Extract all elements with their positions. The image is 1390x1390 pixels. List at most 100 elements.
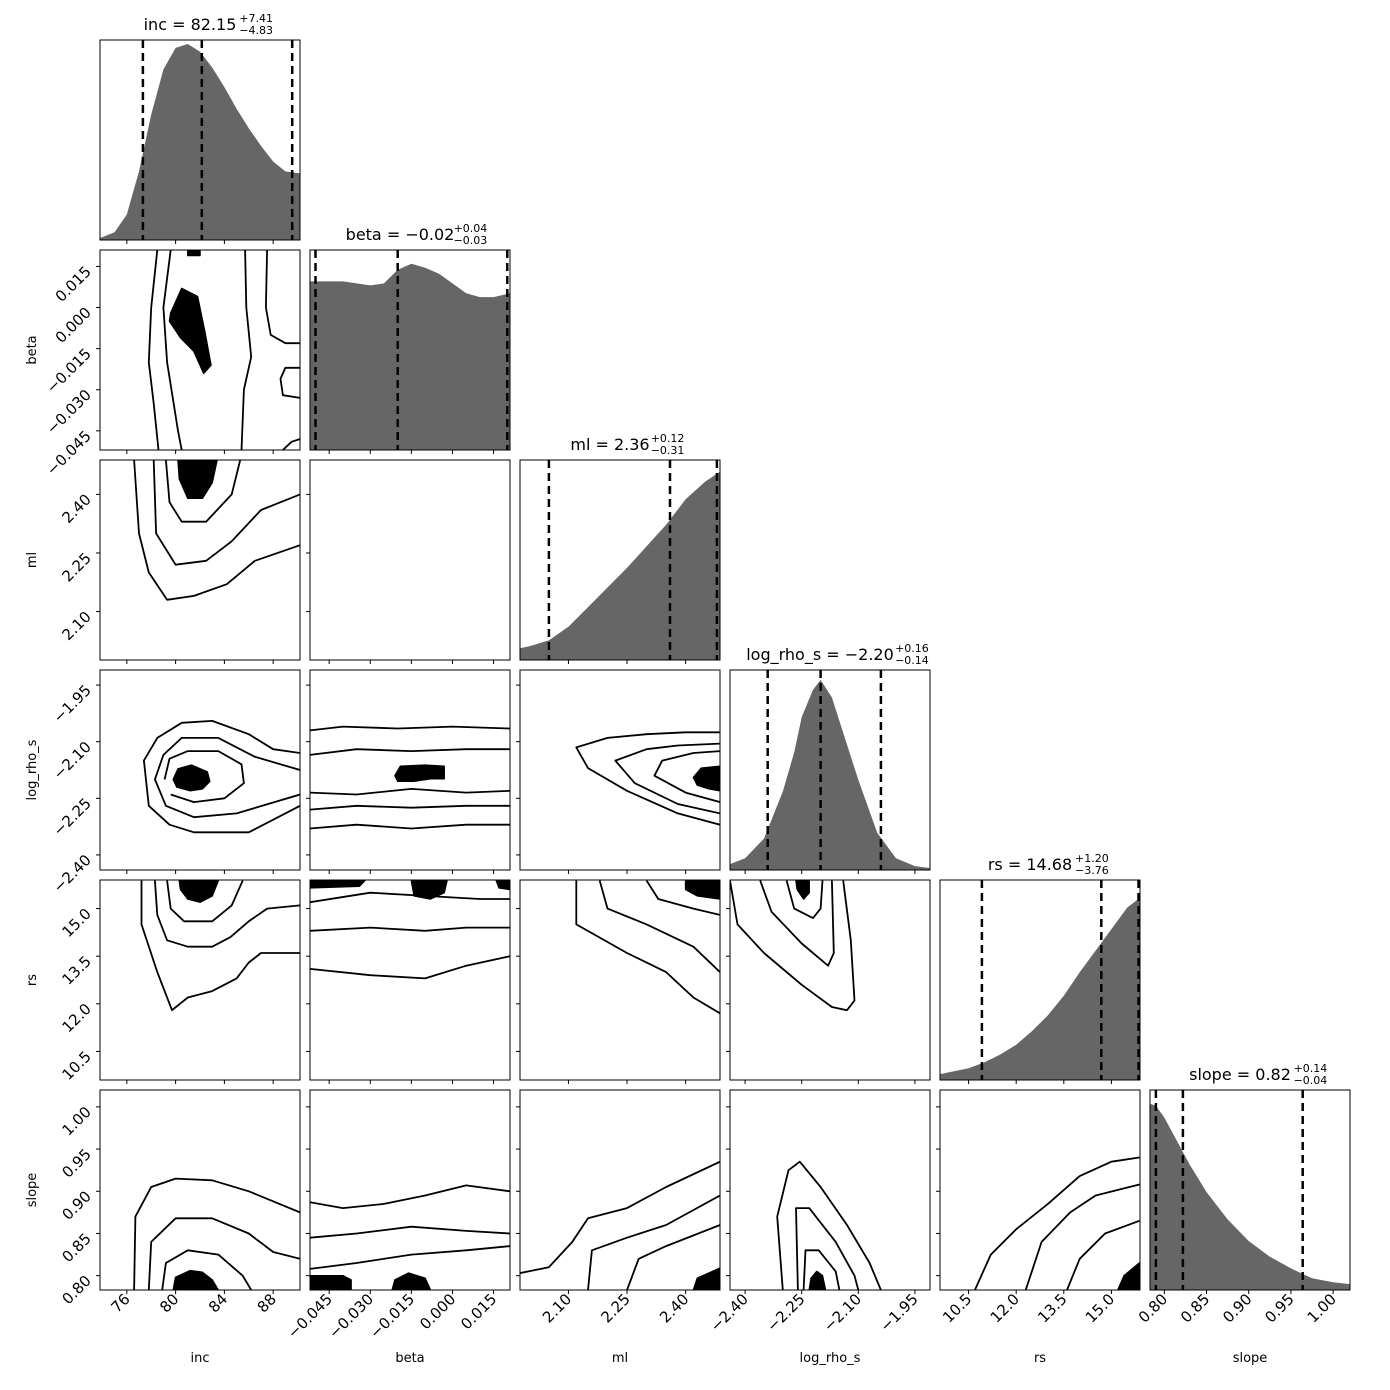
x-axis-label-rs: rs (1034, 1351, 1046, 1366)
hist-panel-beta: beta = −0.02 +0.04−0.03 (309, 222, 511, 451)
panel-frame (309, 669, 511, 871)
contour-panel-slope-vs-log_rho_s (729, 1089, 931, 1291)
panel-frame-2-1 (309, 459, 511, 661)
title-sup-rs: +1.20 (1075, 852, 1109, 865)
y-tick-label-slope: 0.95 (58, 1145, 94, 1181)
contour-line-1 (162, 250, 183, 450)
contour-line-0 (310, 725, 510, 732)
contour-line-0 (147, 250, 160, 450)
contour-line-0 (730, 880, 856, 1012)
contour-line-2 (166, 880, 244, 923)
panel-frame (729, 1089, 931, 1291)
contour-line-0 (575, 880, 720, 1015)
title-sub-log_rho_s: −0.14 (895, 654, 929, 667)
title-sup-inc: +7.41 (239, 12, 273, 25)
hist-rs (940, 897, 1140, 1080)
hist-panel-log_rho_s: log_rho_s = −2.20 +0.16−0.14 (729, 642, 931, 871)
panel-frame (939, 1089, 1141, 1291)
contour-line-2 (240, 250, 253, 450)
y-tick-label-log_rho_s: −1.95 (50, 681, 95, 726)
x-axis-label-beta: beta (395, 1351, 424, 1366)
hist-frame-ml (519, 459, 721, 661)
x-tick-label-beta: 0.015 (457, 1290, 500, 1333)
y-tick-label-slope: 0.80 (58, 1272, 94, 1308)
panel-frame (519, 879, 721, 1081)
y-tick-label-log_rho_s: −2.40 (50, 851, 95, 896)
contour-panel-slope-vs-rs (939, 1089, 1141, 1291)
panel-frame (99, 669, 301, 871)
title-beta: beta = −0.02 (346, 225, 455, 244)
title-sup-beta: +0.04 (454, 222, 488, 235)
contour-line-0 (575, 731, 720, 826)
contour-panel-beta-vs-inc (99, 249, 301, 451)
contour-panel-log_rho_s-vs-inc (99, 669, 301, 871)
y-tick-label-rs: 13.5 (58, 952, 94, 988)
contour-line-2 (645, 880, 720, 916)
y-tick-label-beta: −0.030 (43, 386, 95, 438)
x-tick-label-beta: 0.000 (416, 1290, 459, 1333)
hist-panel-rs: rs = 14.68 +1.20−3.76 (939, 852, 1141, 1081)
contour-line-1 (310, 1225, 510, 1239)
title-log_rho_s: log_rho_s = −2.20 (746, 645, 894, 665)
title-sub-rs: −3.76 (1075, 864, 1109, 877)
contour-line-1 (1024, 1183, 1140, 1290)
contour-fill-0 (684, 880, 720, 900)
contour-line-2 (310, 788, 510, 796)
contour-line-1 (598, 880, 720, 973)
contour-line-2 (165, 460, 242, 523)
contour-panel-log_rho_s-vs-beta (309, 669, 511, 871)
contour-panel-slope-vs-inc (99, 1089, 301, 1291)
hist-slope (1150, 1103, 1350, 1290)
contour-line-4 (310, 823, 510, 830)
contour-fill-0 (692, 1267, 720, 1290)
y-tick-label-beta: 0.000 (52, 304, 95, 347)
contour-line-1 (154, 737, 300, 819)
x-tick-label-inc: 80 (156, 1290, 182, 1316)
contour-line-1 (310, 926, 510, 932)
panel-frame (309, 879, 511, 1081)
contour-fill-0 (177, 460, 218, 500)
y-tick-label-log_rho_s: −2.25 (50, 794, 95, 839)
x-tick-label-slope: 1.00 (1304, 1290, 1340, 1326)
contour-fill-0 (692, 765, 720, 792)
contour-line-2 (785, 880, 824, 919)
contour-line-2 (626, 1224, 720, 1290)
panel-frame (99, 879, 301, 1081)
x-tick-label-ml: 2.40 (656, 1290, 692, 1326)
x-tick-label-log_rho_s: −2.25 (763, 1290, 808, 1335)
y-tick-label-ml: 2.25 (58, 549, 94, 585)
x-tick-label-beta: −0.045 (284, 1290, 336, 1342)
contour-line-2 (163, 750, 245, 803)
x-tick-label-slope: 0.85 (1177, 1290, 1213, 1326)
contour-line-1 (147, 1217, 300, 1290)
contour-panel-rs-vs-log_rho_s (729, 879, 931, 1081)
contour-line-1 (310, 748, 510, 756)
contour-line-0 (133, 1177, 300, 1290)
contour-fill-0 (178, 880, 220, 903)
y-tick-label-beta: 0.015 (52, 263, 95, 306)
contour-line-2 (802, 1249, 841, 1290)
contour-line-0 (133, 460, 300, 601)
contour-line-1 (614, 742, 720, 815)
hist-log_rho_s (730, 679, 930, 870)
title-sub-ml: −0.31 (651, 444, 685, 457)
contour-line-0 (310, 891, 510, 904)
x-tick-label-rs: 12.0 (987, 1290, 1023, 1326)
contour-panel-ml-vs-inc (99, 459, 301, 661)
contour-line-3 (265, 250, 300, 345)
panel-frame (99, 249, 301, 451)
x-tick-label-log_rho_s: −1.95 (877, 1290, 922, 1335)
title-rs: rs = 14.68 (988, 855, 1072, 874)
x-tick-label-slope: 0.95 (1261, 1290, 1297, 1326)
contour-panel-rs-vs-ml (519, 879, 721, 1081)
title-sub-slope: −0.04 (1294, 1074, 1328, 1087)
y-axis-label-rs: rs (25, 974, 40, 986)
y-tick-label-beta: −0.045 (43, 427, 95, 479)
contour-fill-0 (795, 880, 810, 900)
title-sub-beta: −0.03 (454, 234, 488, 247)
y-tick-label-rs: 10.5 (58, 1048, 94, 1084)
contour-fill-0 (168, 287, 212, 375)
x-axis-label-inc: inc (191, 1351, 210, 1366)
hist-panel-slope: slope = 0.82 +0.14−0.04 (1149, 1062, 1351, 1291)
